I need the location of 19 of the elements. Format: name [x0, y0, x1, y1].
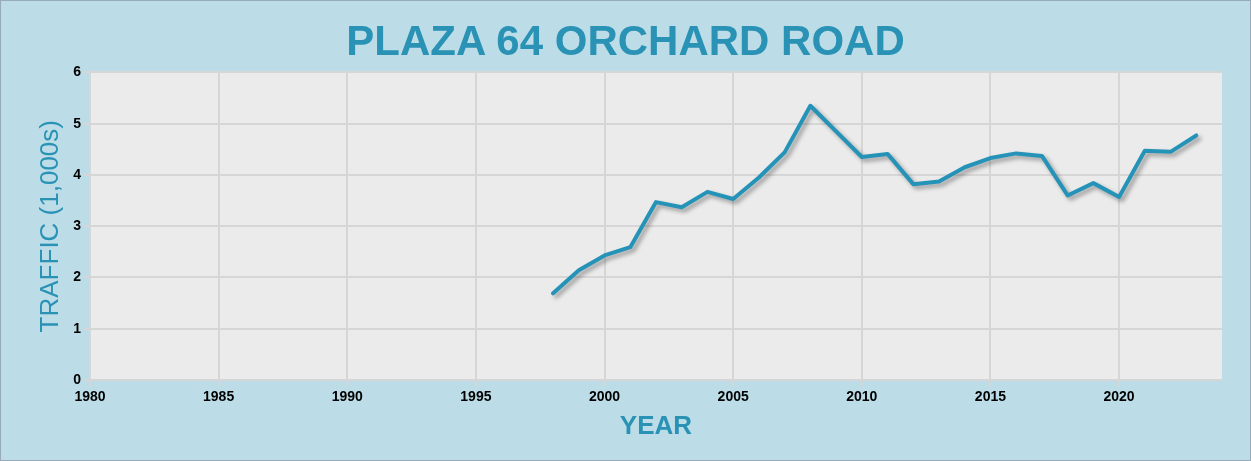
y-tick-label: 2: [73, 268, 82, 285]
x-tick-label: 1980: [74, 388, 106, 405]
x-tick-label: 1995: [460, 388, 492, 405]
x-tick-label: 2020: [1103, 388, 1135, 405]
x-axis-title: YEAR: [619, 409, 693, 440]
y-tick-label: 6: [73, 63, 82, 80]
y-axis-title: TRAFFIC (1,000s): [33, 120, 64, 333]
x-tick-label: 2010: [846, 388, 878, 405]
y-tick-label: 3: [73, 217, 82, 234]
x-tick-label: 1985: [203, 388, 235, 405]
x-tick-label: 2005: [717, 388, 749, 405]
x-tick-label: 2015: [974, 388, 1007, 405]
y-tick-label: 5: [73, 114, 82, 131]
x-tick-label: 1990: [331, 388, 364, 405]
y-tick-label: 0: [73, 370, 82, 387]
x-tick-label: 2000: [588, 388, 621, 405]
y-tick-label: 1: [73, 319, 82, 336]
y-tick-label: 4: [73, 165, 82, 182]
chart-title: PLAZA 64 ORCHARD ROAD: [345, 17, 906, 65]
